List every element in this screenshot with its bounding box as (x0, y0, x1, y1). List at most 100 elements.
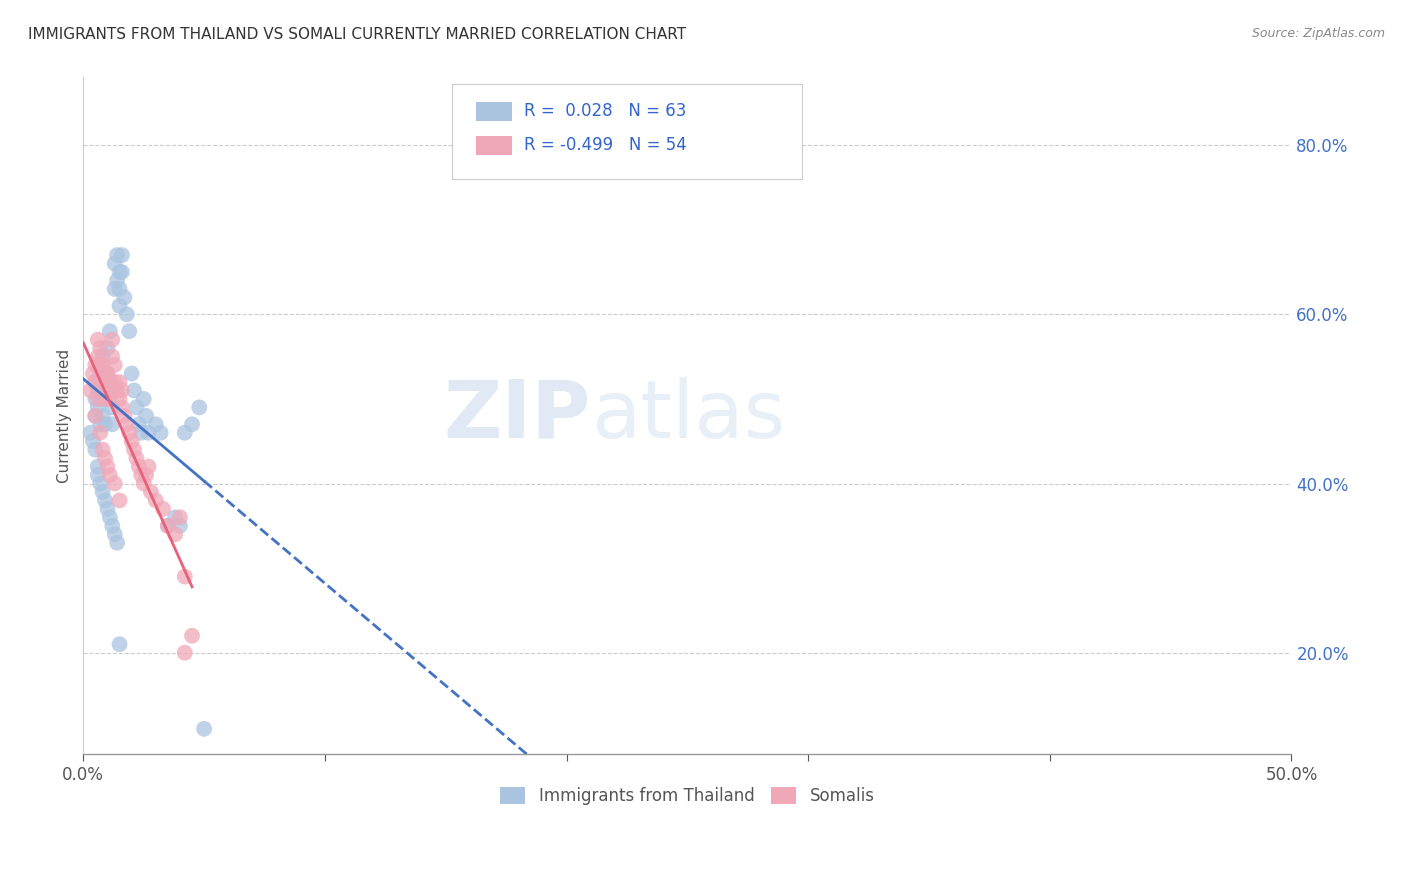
Point (101, 417, 124, 432)
Text: Source: ZipAtlas.com: Source: ZipAtlas.com (1251, 27, 1385, 40)
Point (89, 358, 111, 372)
Point (105, 535, 128, 549)
Point (115, 417, 138, 432)
Point (145, 493, 167, 508)
Point (105, 384, 128, 398)
Point (96, 501, 118, 516)
Point (156, 518, 179, 533)
Point (91, 375, 114, 389)
Point (84, 409, 107, 423)
Point (89, 476, 111, 491)
Point (165, 510, 187, 524)
Point (89, 425, 111, 440)
FancyBboxPatch shape (451, 84, 803, 179)
Point (173, 425, 195, 440)
Point (104, 256, 127, 270)
Point (79, 384, 101, 398)
Point (94, 451, 117, 466)
Point (135, 409, 157, 423)
Text: ZIP: ZIP (443, 376, 591, 455)
Point (111, 384, 134, 398)
Point (94, 392, 117, 406)
Point (181, 629, 204, 643)
Point (101, 401, 124, 415)
Bar (477, 103, 512, 121)
Text: atlas: atlas (591, 376, 785, 455)
Point (101, 333, 124, 347)
Point (111, 248, 134, 262)
Point (128, 417, 150, 432)
Point (156, 518, 179, 533)
Point (122, 384, 145, 398)
Y-axis label: Currently Married: Currently Married (58, 349, 72, 483)
Point (139, 485, 162, 500)
Point (84, 375, 107, 389)
Point (84, 375, 107, 389)
Text: R =  0.028   N = 63: R = 0.028 N = 63 (524, 103, 686, 120)
Point (138, 425, 160, 440)
Point (96, 384, 118, 398)
Point (96, 367, 118, 381)
Point (98, 375, 121, 389)
Point (98, 375, 121, 389)
Point (108, 392, 131, 406)
Point (128, 459, 150, 474)
Point (98, 468, 121, 483)
Point (91, 442, 114, 457)
Point (132, 476, 155, 491)
Point (135, 468, 157, 483)
Point (111, 265, 134, 279)
Point (118, 324, 141, 338)
Point (89, 417, 111, 432)
Point (89, 341, 111, 355)
Point (108, 637, 131, 651)
Point (181, 417, 204, 432)
Point (105, 248, 128, 262)
Point (91, 485, 114, 500)
Point (173, 646, 195, 660)
Text: IMMIGRANTS FROM THAILAND VS SOMALI CURRENTLY MARRIED CORRELATION CHART: IMMIGRANTS FROM THAILAND VS SOMALI CURRE… (28, 27, 686, 42)
Point (121, 434, 143, 449)
Point (94, 417, 117, 432)
Point (91, 375, 114, 389)
Point (87, 333, 110, 347)
Point (112, 409, 135, 423)
Point (84, 392, 107, 406)
Point (138, 459, 160, 474)
Point (125, 401, 148, 415)
Point (84, 358, 107, 372)
Point (115, 307, 138, 321)
Point (104, 282, 127, 296)
Point (91, 409, 114, 423)
Point (79, 425, 101, 440)
Point (94, 367, 117, 381)
Point (82, 367, 104, 381)
Point (193, 722, 215, 736)
Point (101, 518, 124, 533)
Point (105, 273, 128, 287)
Point (165, 527, 187, 541)
Point (122, 442, 145, 457)
Bar (477, 136, 512, 155)
Point (152, 501, 174, 516)
Point (104, 527, 127, 541)
Point (87, 459, 110, 474)
Point (149, 425, 172, 440)
Legend: Immigrants from Thailand, Somalis: Immigrants from Thailand, Somalis (492, 779, 883, 814)
Point (169, 510, 191, 524)
Point (91, 350, 114, 364)
Point (145, 417, 167, 432)
Point (104, 375, 127, 389)
Point (84, 409, 107, 423)
Point (121, 367, 143, 381)
Point (112, 290, 135, 304)
Point (87, 401, 110, 415)
Point (108, 299, 131, 313)
Point (98, 510, 121, 524)
Point (188, 401, 211, 415)
Point (87, 392, 110, 406)
Point (118, 425, 141, 440)
Point (96, 459, 118, 474)
Point (94, 493, 117, 508)
Point (125, 451, 148, 466)
